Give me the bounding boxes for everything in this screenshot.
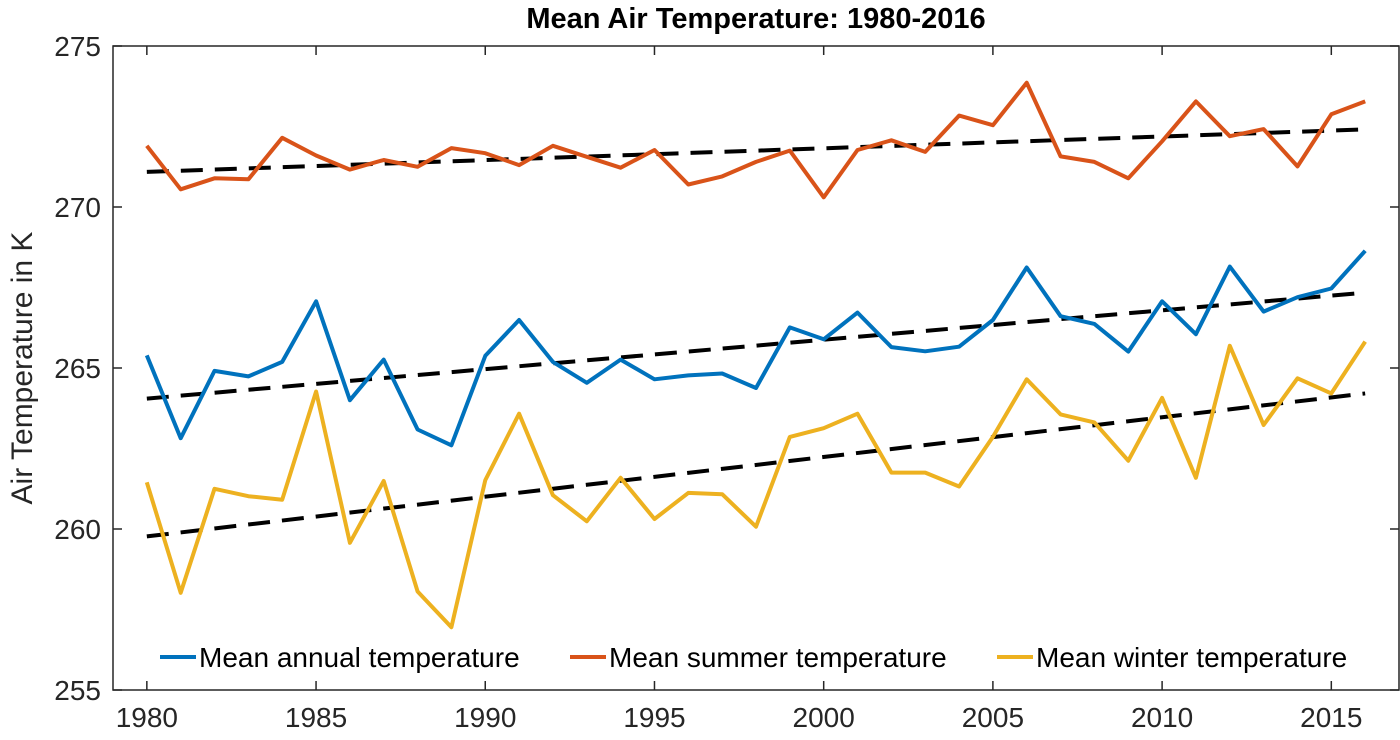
y-tick-label: 265 bbox=[54, 353, 101, 384]
x-tick-label: 2000 bbox=[793, 702, 855, 733]
series-lines bbox=[144, 80, 1367, 630]
legend: Mean annual temperature Mean summer tempe… bbox=[160, 642, 1347, 673]
y-tick-label: 255 bbox=[54, 675, 101, 706]
y-tick-label: 275 bbox=[54, 31, 101, 62]
legend-label: Mean annual temperature bbox=[199, 642, 520, 673]
trend-line bbox=[146, 391, 1366, 539]
legend-label: Mean summer temperature bbox=[609, 642, 947, 673]
y-tick-label: 260 bbox=[54, 514, 101, 545]
y-tick-label: 270 bbox=[54, 192, 101, 223]
x-tick-label: 1980 bbox=[116, 702, 178, 733]
x-tick-label: 1995 bbox=[623, 702, 685, 733]
x-tick-label: 2015 bbox=[1300, 702, 1362, 733]
plot-area bbox=[112, 45, 1400, 691]
x-tick-label: 1985 bbox=[285, 702, 347, 733]
axes: 1980 1985 1990 1995 2000 2005 2010 2015 255 260 26… bbox=[54, 31, 1400, 733]
y-axis-label: Air Temperature in K bbox=[6, 232, 39, 505]
chart-title: Mean Air Temperature: 1980-2016 bbox=[526, 3, 985, 35]
x-tick-label: 2010 bbox=[1131, 702, 1193, 733]
trend-lines bbox=[146, 127, 1366, 539]
legend-label: Mean winter temperature bbox=[1036, 642, 1347, 673]
x-tick-label: 2005 bbox=[962, 702, 1024, 733]
x-tick-label: 1990 bbox=[454, 702, 516, 733]
